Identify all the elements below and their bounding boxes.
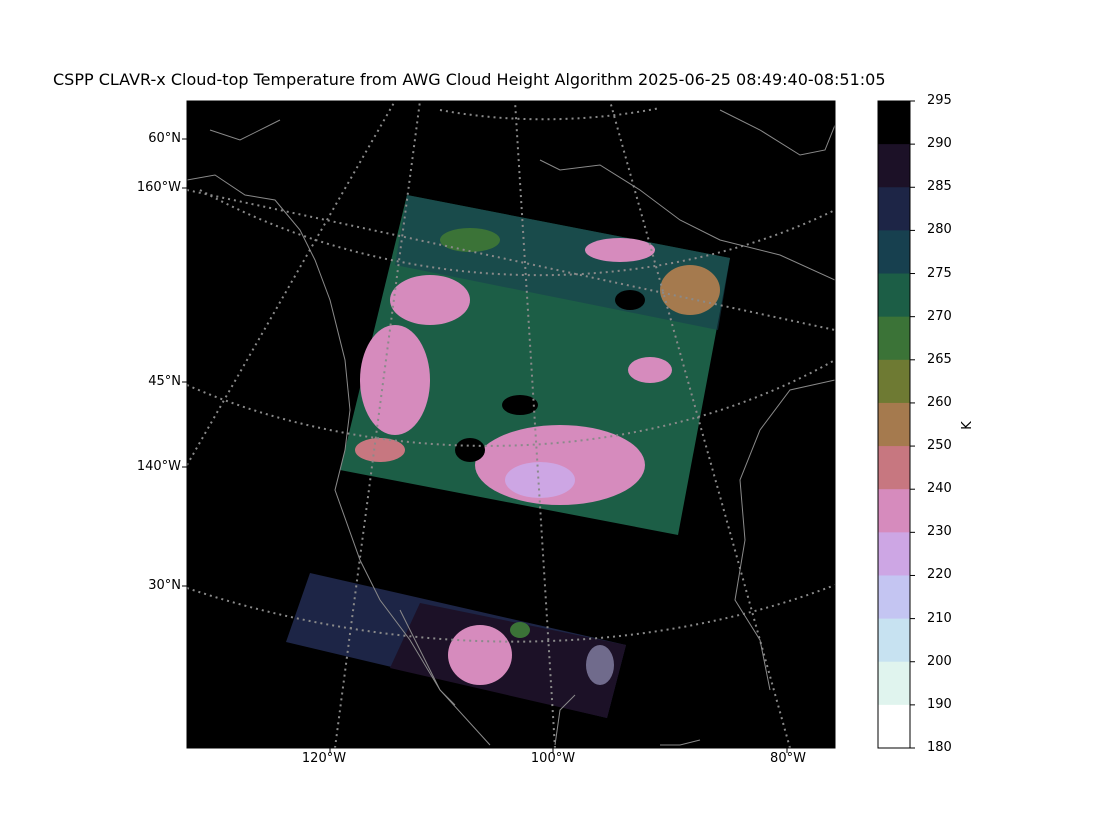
lon-label-80w: 80°W xyxy=(770,751,806,766)
colorbar-tick-label: 190 xyxy=(927,696,952,712)
lon-label-140w: 140°W xyxy=(136,459,181,474)
colorbar-unit-label: K xyxy=(959,421,975,430)
lon-label-160w: 160°W xyxy=(136,180,181,195)
colorbar-tick-label: 250 xyxy=(927,438,952,454)
colorbar-tick-label: 290 xyxy=(927,136,952,152)
colorbar-segment xyxy=(878,489,910,533)
lon-label-100w: 100°W xyxy=(530,751,576,766)
colorbar-tick-label: 240 xyxy=(927,481,952,497)
colorbar-tick-label: 285 xyxy=(927,179,952,195)
colorbar-segment xyxy=(878,101,910,145)
lat-label-45n: 45°N xyxy=(148,374,181,389)
colorbar-segment xyxy=(878,230,910,275)
satellite-swath-south xyxy=(286,573,626,718)
coastlines xyxy=(187,109,835,746)
colorbar-segment xyxy=(878,187,910,231)
map-ticks xyxy=(182,138,788,753)
lat-label-60n: 60°N xyxy=(148,131,181,146)
colorbar-tick-label: 180 xyxy=(927,740,952,755)
colorbar-tick-label: 220 xyxy=(927,567,952,583)
figure-title: CSPP CLAVR-x Cloud-top Temperature from … xyxy=(53,70,886,89)
lon-label-120w: 120°W xyxy=(301,751,347,766)
colorbar-tick-label: 295 xyxy=(927,93,952,108)
colorbar-segment xyxy=(878,316,910,361)
colorbar-tick-label: 270 xyxy=(927,308,952,324)
colorbar-segment xyxy=(878,446,910,490)
satellite-swath-north xyxy=(340,195,730,535)
colorbar-segment xyxy=(878,661,910,706)
colorbar-segment xyxy=(878,618,910,663)
colorbar-segment xyxy=(878,402,910,447)
colorbar-tick-label: 230 xyxy=(927,524,952,540)
colorbar-tick-label: 260 xyxy=(927,394,952,410)
colorbar xyxy=(877,100,915,749)
colorbar-segment xyxy=(878,575,910,620)
colorbar-tick-label: 200 xyxy=(927,653,952,669)
colorbar-segment xyxy=(878,704,910,749)
colorbar-tick-label: 280 xyxy=(927,222,952,238)
colorbar-segment xyxy=(878,273,910,318)
colorbar-tick-label: 265 xyxy=(927,351,952,367)
colorbar-segment xyxy=(878,144,910,188)
lat-label-30n: 30°N xyxy=(148,578,181,593)
colorbar-tick-label: 210 xyxy=(927,610,952,626)
graticule xyxy=(187,101,835,748)
colorbar-border xyxy=(877,100,911,749)
colorbar-segment xyxy=(878,359,910,404)
colorbar-tick-label: 275 xyxy=(927,265,952,281)
colorbar-segment xyxy=(878,532,910,576)
